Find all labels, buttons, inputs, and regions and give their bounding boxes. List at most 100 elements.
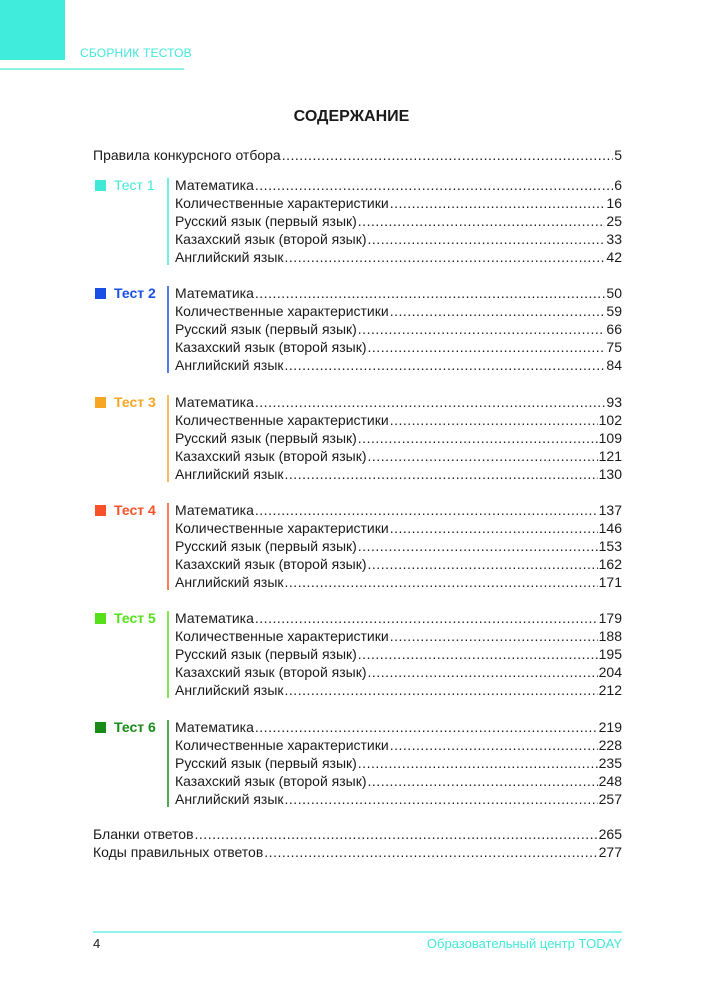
toc-entry[interactable]: Математика 6 bbox=[175, 176, 622, 194]
toc-entry[interactable]: Математика 50 bbox=[175, 284, 622, 302]
toc-entry[interactable]: Казахский язык (второй язык) 121 bbox=[175, 447, 622, 465]
test-color-square bbox=[95, 397, 106, 408]
toc-entry-label: Русский язык (первый язык) bbox=[175, 755, 357, 771]
test-name: Тест 4 bbox=[114, 502, 156, 518]
toc-entry-answer-sheets[interactable]: Бланки ответов 265 bbox=[93, 825, 622, 843]
toc-entry-label: Математика bbox=[175, 285, 254, 301]
page-number: 4 bbox=[93, 936, 101, 951]
toc-entry-label: Правила конкурсного отбора bbox=[93, 147, 281, 163]
dot-leader bbox=[390, 627, 598, 645]
toc-entry[interactable]: Английский язык 84 bbox=[175, 356, 622, 374]
toc-entry-page: 219 bbox=[598, 719, 622, 735]
publisher-name: Образовательный центр TODAY bbox=[426, 936, 622, 951]
header-divider bbox=[0, 68, 184, 70]
toc-entry[interactable]: Математика 179 bbox=[175, 609, 622, 627]
dot-leader bbox=[358, 429, 598, 447]
toc-entry-label: Бланки ответов bbox=[93, 826, 194, 842]
toc-entry-page: 153 bbox=[598, 538, 622, 554]
dot-leader bbox=[368, 663, 598, 681]
toc-entry-label: Количественные характеристики bbox=[175, 628, 389, 644]
test-name: Тест 5 bbox=[114, 610, 156, 626]
toc-entry[interactable]: Количественные характеристики 59 bbox=[175, 302, 622, 320]
toc-entry-label: Русский язык (первый язык) bbox=[175, 646, 357, 662]
toc-entry[interactable]: Количественные характеристики 16 bbox=[175, 194, 622, 212]
toc-entry-page: 257 bbox=[598, 791, 622, 807]
toc-entry[interactable]: Математика 137 bbox=[175, 501, 622, 519]
toc-group-test-2: Тест 2 Математика 50 Количественные хара… bbox=[0, 284, 703, 374]
toc-entry-page: 109 bbox=[598, 430, 622, 446]
toc-entry[interactable]: Английский язык 257 bbox=[175, 790, 622, 808]
toc-entry[interactable]: Количественные характеристики 146 bbox=[175, 519, 622, 537]
toc-entry[interactable]: Казахский язык (второй язык) 204 bbox=[175, 663, 622, 681]
toc-entry-page: 130 bbox=[598, 466, 622, 482]
toc-entry-page: 146 bbox=[598, 520, 622, 536]
toc-entry-label: Английский язык bbox=[175, 357, 284, 373]
dot-leader bbox=[285, 573, 598, 591]
dot-leader bbox=[390, 411, 598, 429]
toc-entry-intro[interactable]: Правила конкурсного отбора 5 bbox=[93, 146, 622, 164]
toc-entry[interactable]: Русский язык (первый язык) 109 bbox=[175, 429, 622, 447]
toc-entry-page: 5 bbox=[614, 147, 622, 163]
dot-leader bbox=[390, 302, 606, 320]
test-group-bar bbox=[167, 503, 169, 590]
toc-entry-label: Английский язык bbox=[175, 249, 284, 265]
toc-entry[interactable]: Математика 219 bbox=[175, 718, 622, 736]
toc-entry[interactable]: Английский язык 42 bbox=[175, 248, 622, 266]
toc-entry-page: 84 bbox=[606, 357, 622, 373]
toc-entry[interactable]: Английский язык 212 bbox=[175, 681, 622, 699]
toc-entry-label: Коды правильных ответов bbox=[93, 844, 264, 860]
toc-entry[interactable]: Русский язык (первый язык) 195 bbox=[175, 645, 622, 663]
toc-entry-label: Русский язык (первый язык) bbox=[175, 321, 357, 337]
dot-leader bbox=[255, 176, 613, 194]
toc-entry[interactable]: Казахский язык (второй язык) 75 bbox=[175, 338, 622, 356]
toc-entry[interactable]: Русский язык (первый язык) 235 bbox=[175, 754, 622, 772]
toc-entry-page: 93 bbox=[606, 394, 622, 410]
toc-entry-label: Казахский язык (второй язык) bbox=[175, 556, 367, 572]
toc-entry[interactable]: Количественные характеристики 188 bbox=[175, 627, 622, 645]
dot-leader bbox=[390, 194, 606, 212]
toc-entry[interactable]: Английский язык 171 bbox=[175, 573, 622, 591]
test-name: Тест 6 bbox=[114, 719, 156, 735]
toc-entry[interactable]: Количественные характеристики 228 bbox=[175, 736, 622, 754]
test-group-bar bbox=[167, 395, 169, 482]
toc-entry-answer-keys[interactable]: Коды правильных ответов 277 bbox=[93, 843, 622, 861]
test-color-square bbox=[95, 722, 106, 733]
dot-leader bbox=[358, 537, 598, 555]
toc-entry[interactable]: Казахский язык (второй язык) 33 bbox=[175, 230, 622, 248]
test-color-square bbox=[95, 613, 106, 624]
toc-entry-page: 121 bbox=[598, 448, 622, 464]
toc-entry[interactable]: Английский язык 130 bbox=[175, 465, 622, 483]
toc-entry-page: 66 bbox=[606, 321, 622, 337]
toc-group-test-4: Тест 4 Математика 137 Количественные хар… bbox=[0, 501, 703, 591]
running-header: СБОРНИК ТЕСТОВ bbox=[80, 46, 192, 60]
toc-entry[interactable]: Казахский язык (второй язык) 162 bbox=[175, 555, 622, 573]
toc-entry-label: Казахский язык (второй язык) bbox=[175, 448, 367, 464]
toc-entry-label: Русский язык (первый язык) bbox=[175, 213, 357, 229]
toc-entry[interactable]: Математика 93 bbox=[175, 393, 622, 411]
toc-entry[interactable]: Русский язык (первый язык) 153 bbox=[175, 537, 622, 555]
toc-entry-label: Количественные характеристики bbox=[175, 303, 389, 319]
toc-entry-label: Казахский язык (второй язык) bbox=[175, 339, 367, 355]
toc-entry[interactable]: Русский язык (первый язык) 66 bbox=[175, 320, 622, 338]
test-name: Тест 3 bbox=[114, 394, 156, 410]
dot-leader bbox=[195, 825, 598, 843]
toc-entry[interactable]: Количественные характеристики 102 bbox=[175, 411, 622, 429]
toc-entry-page: 16 bbox=[606, 195, 622, 211]
test-group-bar bbox=[167, 286, 169, 373]
toc-entry-label: Математика bbox=[175, 719, 254, 735]
corner-decoration bbox=[0, 0, 65, 60]
page-title: СОДЕРЖАНИЕ bbox=[293, 108, 410, 125]
test-group-bar bbox=[167, 720, 169, 807]
toc-entry-label: Количественные характеристики bbox=[175, 737, 389, 753]
toc-entry-label: Математика bbox=[175, 177, 254, 193]
toc-group-test-6: Тест 6 Математика 219 Количественные хар… bbox=[0, 718, 703, 808]
toc-entry-label: Количественные характеристики bbox=[175, 412, 389, 428]
toc-entry-label: Русский язык (первый язык) bbox=[175, 430, 357, 446]
dot-leader bbox=[285, 248, 606, 266]
dot-leader bbox=[255, 284, 606, 302]
toc-entry-page: 195 bbox=[598, 646, 622, 662]
toc-entry[interactable]: Русский язык (первый язык) 25 bbox=[175, 212, 622, 230]
test-color-square bbox=[95, 505, 106, 516]
dot-leader bbox=[358, 645, 598, 663]
toc-entry[interactable]: Казахский язык (второй язык) 248 bbox=[175, 772, 622, 790]
